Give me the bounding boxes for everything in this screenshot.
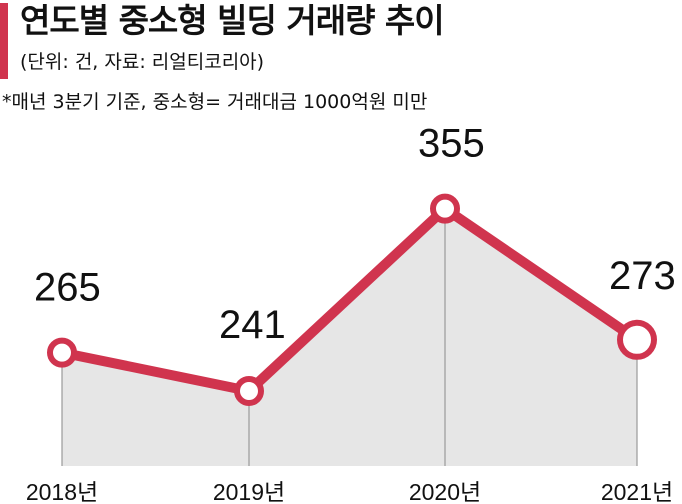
data-label-0: 265 xyxy=(34,266,101,310)
data-point-2 xyxy=(430,193,460,224)
x-tick-label-3: 2021년 xyxy=(601,479,673,504)
data-label-1: 241 xyxy=(219,303,286,347)
x-axis: 2018년 2019년 2020년 2021년 xyxy=(26,479,673,504)
data-label-3: 273 xyxy=(609,254,676,298)
data-point-3 xyxy=(617,319,657,360)
footnote: *매년 3분기 기준, 중소형= 거래대금 1000억원 미만 xyxy=(2,91,428,113)
chart-title: 연도별 중소형 빌딩 거래량 추이 xyxy=(20,1,445,40)
x-tick-label-1: 2019년 xyxy=(213,479,285,504)
area-layer xyxy=(62,208,637,466)
data-label-2: 355 xyxy=(418,122,485,166)
series-line xyxy=(57,203,642,396)
area-fill xyxy=(62,208,637,466)
x-tick-label-0: 2018년 xyxy=(26,479,98,504)
label-layer: 265 241 355 273 xyxy=(34,122,676,347)
marker-layer xyxy=(47,193,657,406)
line-layer xyxy=(57,203,642,396)
unit-source-note: (단위: 건, 자료: 리얼티코리아) xyxy=(20,51,265,73)
x-tick-label-2: 2020년 xyxy=(409,479,481,504)
title-accent-bar xyxy=(0,3,8,79)
data-point-0 xyxy=(47,337,77,368)
data-point-1 xyxy=(234,376,264,406)
